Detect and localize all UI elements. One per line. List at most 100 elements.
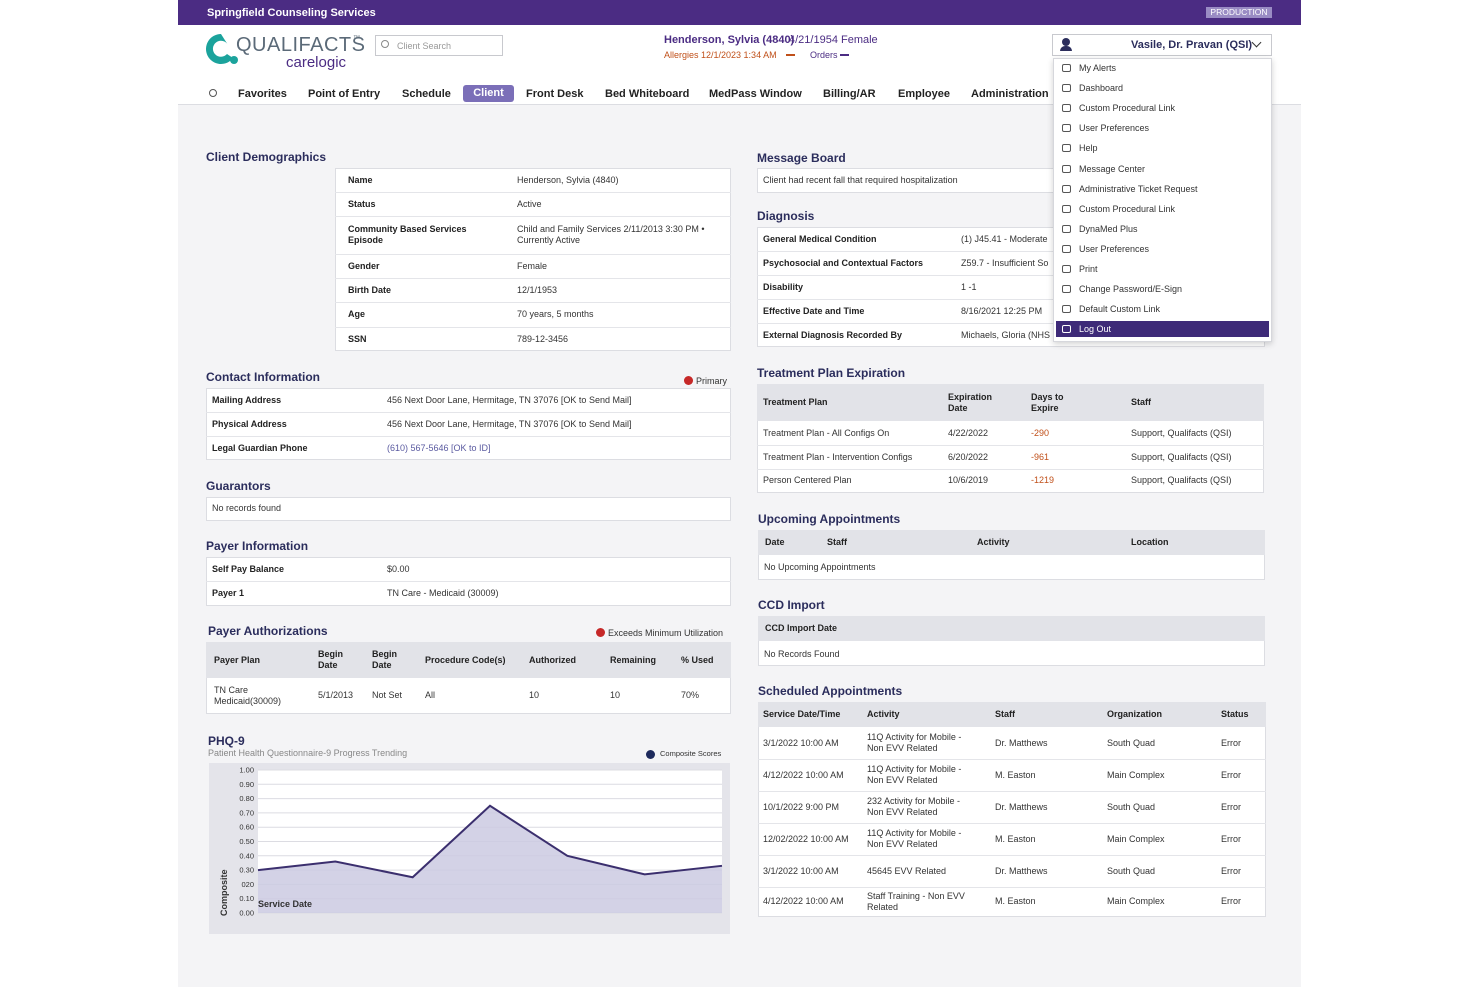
row-divider <box>757 323 1265 324</box>
line <box>257 804 723 879</box>
y-tick-label: 0.80 <box>239 794 254 803</box>
nav-item[interactable]: Front Desk <box>526 88 584 100</box>
cell: Error <box>1221 896 1241 906</box>
user-name: Vasile, Dr. Pravan (QSI) <box>1131 39 1253 51</box>
menu-icon <box>1062 104 1071 113</box>
row-divider <box>206 581 731 582</box>
cell: Staff Training - Non EVV Related <box>867 890 965 912</box>
menu-icon <box>1062 244 1071 253</box>
column-header: Authorized <box>529 654 576 665</box>
user-button[interactable] <box>1052 34 1272 56</box>
nav-item[interactable]: Schedule <box>402 88 451 100</box>
environment-badge <box>1206 7 1272 18</box>
row-divider <box>335 327 731 328</box>
row-divider <box>758 855 1266 856</box>
menu-icon <box>1062 64 1071 72</box>
menu-item[interactable]: Dashboard <box>1079 83 1124 94</box>
legend-dot <box>596 628 605 637</box>
menu-icon <box>1062 285 1071 294</box>
menu-icon <box>1062 144 1071 153</box>
menu-highlight <box>1056 321 1269 338</box>
row-label: SSN <box>348 333 367 344</box>
nav-item[interactable]: Administration <box>971 88 1049 100</box>
nav-item[interactable]: Favorites <box>238 88 287 100</box>
cell: South Quad <box>1107 865 1156 876</box>
nav-selected <box>463 85 514 102</box>
row-value: Female <box>517 260 548 271</box>
table <box>206 388 731 460</box>
menu-item[interactable]: DynaMed Plus <box>1079 223 1138 234</box>
nav-bar <box>178 82 1301 105</box>
row-label: Effective Date and Time <box>763 305 865 316</box>
row-value: Michaels, Gloria (NHS <box>961 329 1051 340</box>
column-header: Staff <box>827 537 847 547</box>
row-label: Legal Guardian Phone <box>212 442 308 453</box>
row-label: External Diagnosis Recorded By <box>763 329 903 340</box>
nav-item: Client <box>473 87 504 99</box>
nav-item[interactable]: Employee <box>898 88 950 100</box>
column-header: Begin Date <box>318 649 344 670</box>
section-title: Guarantors <box>206 479 271 493</box>
menu-item[interactable]: Custom Procedural Link <box>1079 103 1176 114</box>
chart-subtitle: Patient Health Questionnaire-9 Progress … <box>208 748 408 758</box>
y-tick-label: 0.50 <box>239 837 254 846</box>
orders[interactable]: Orders <box>810 50 838 60</box>
row-label: Self Pay Balance <box>212 563 285 574</box>
menu-item[interactable]: My Alerts <box>1079 63 1117 73</box>
legend-label: Exceeds Minimum Utilization <box>608 628 724 638</box>
row-value: 456 Next Door Lane, Hermitage, TN 37076 … <box>387 418 632 429</box>
search-placeholder: Client Search <box>397 41 452 51</box>
nav-item[interactable]: MedPass Window <box>709 88 802 100</box>
cell: Dr. Matthews <box>995 737 1048 748</box>
y-axis-label: Composite <box>219 869 229 916</box>
menu-item[interactable]: Log Out <box>1079 324 1112 335</box>
cell: Dr. Matthews <box>995 801 1048 812</box>
column-header: Days to Expire <box>1031 391 1064 413</box>
empty-message: No records found <box>212 503 282 513</box>
menu-item[interactable]: Help <box>1079 143 1098 154</box>
menu-item[interactable]: Administrative Ticket Request <box>1079 183 1198 194</box>
legend-dot <box>684 376 693 385</box>
allergies[interactable]: Allergies 12/1/2023 1:34 AM <box>664 50 777 60</box>
cell: Treatment Plan - Intervention Configs <box>763 451 913 462</box>
menu-item[interactable]: Change Password/E-Sign <box>1079 284 1183 295</box>
organization: Springfield Counseling Services <box>207 7 376 19</box>
empty-message: No Records Found <box>764 649 840 659</box>
column-header: Remaining <box>610 654 657 665</box>
row-value: 70 years, 5 months <box>517 309 594 319</box>
menu-item[interactable]: Message Center <box>1079 163 1146 174</box>
cell: 4/22/2022 <box>948 427 989 438</box>
row-value: Z59.7 - Insufficient So <box>961 257 1049 268</box>
row-label: Gender <box>348 260 380 271</box>
nav-item[interactable]: Bed Whiteboard <box>605 88 690 100</box>
menu-item[interactable]: Default Custom Link <box>1079 304 1161 315</box>
row-value: TN Care - Medicaid (30009) <box>387 588 499 598</box>
row-label: Psychosocial and Contextual Factors <box>763 257 924 268</box>
table-header <box>206 642 731 678</box>
legend-label: Composite Scores <box>660 749 722 758</box>
row-label: General Medical Condition <box>763 233 877 244</box>
menu-item[interactable]: Custom Procedural Link <box>1079 203 1176 214</box>
section-title: Treatment Plan Expiration <box>757 366 906 380</box>
row-label: Physical Address <box>212 418 287 429</box>
search-box[interactable] <box>375 35 503 56</box>
row-value: 456 Next Door Lane, Hermitage, TN 37076 … <box>387 394 632 405</box>
section-title: Message Board <box>757 151 846 165</box>
environment: PRODUCTION <box>1210 7 1268 17</box>
table <box>206 497 731 521</box>
nav-item[interactable]: Billing/AR <box>823 88 876 100</box>
nav-item[interactable]: Point of Entry <box>308 88 381 100</box>
menu-item[interactable]: User Preferences <box>1079 123 1150 134</box>
menu-item[interactable]: Print <box>1079 264 1098 274</box>
top-bar <box>178 0 1301 25</box>
user-icon <box>1062 38 1070 46</box>
column-header: Treatment Plan <box>763 397 828 407</box>
section-title: Scheduled Appointments <box>758 684 903 698</box>
table-header <box>758 616 1265 641</box>
y-tick-label: 0.90 <box>239 780 254 789</box>
cell: 6/20/2022 <box>948 451 989 462</box>
row-divider <box>335 254 731 255</box>
user-menu <box>1053 58 1272 342</box>
menu-item[interactable]: User Preferences <box>1079 243 1150 254</box>
